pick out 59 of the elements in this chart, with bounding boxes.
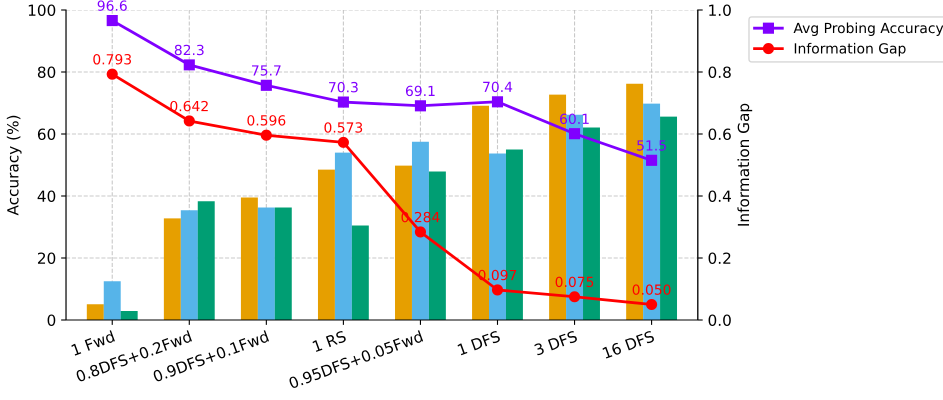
legend-label: Information Gap [794,42,906,56]
bar [120,311,138,320]
y-tick-label: 80 [38,66,56,78]
x-tick-label: 16 DFS [602,330,655,359]
data-label: 70.3 [329,82,358,92]
data-label: 69.1 [406,86,435,96]
point [184,115,195,127]
y2-tick-label: 0.6 [708,128,731,140]
y2-tick-label: 0.2 [708,252,730,264]
bar [274,207,292,320]
y-tick-label: 60 [38,128,56,140]
point [414,100,426,112]
y2-tick-label: 0.0 [708,314,731,326]
point [646,154,658,166]
point [106,14,118,26]
y2-tick-label: 0.4 [708,190,731,202]
data-label: 96.6 [98,0,127,11]
point [646,298,658,310]
bar [334,152,352,320]
point [184,59,195,70]
bar [240,198,258,320]
point [106,68,118,80]
y2-tick-label: 0.8 [708,66,731,78]
y-tick-label: 20 [38,252,56,264]
x-tick-label: 1 DFS [457,330,501,356]
data-label: 0.642 [170,100,208,112]
y-axis-title: Accuracy (%) [6,116,22,216]
point [338,96,349,108]
bar [318,170,335,320]
data-label: 70.4 [483,82,512,92]
x-tick-label: 3 DFS [534,330,578,356]
point [568,128,580,140]
y-tick-label: 0 [48,314,56,326]
point [260,130,272,141]
data-label: 82.3 [174,44,204,56]
bar [86,304,104,320]
data-label: 0.050 [632,284,671,295]
legend-label: Avg Probing Accuracy [794,22,943,36]
data-label: 75.7 [252,65,281,76]
y2-axis-title: Information Gap [737,104,752,226]
point [568,291,580,302]
point [414,226,426,238]
point [492,284,504,296]
data-label: 0.596 [247,115,286,126]
point [260,80,272,91]
bar [104,281,121,320]
data-label: 0.075 [556,276,594,288]
bar [164,218,181,320]
data-label: 0.793 [93,54,132,65]
y-tick-label: 40 [38,190,56,202]
bar [198,201,215,320]
bar [180,210,198,320]
data-label: 0.573 [324,122,362,133]
bar [258,207,275,320]
y-tick-label: 100 [28,4,56,16]
point [338,136,349,148]
point [492,96,504,108]
bar [352,225,369,320]
y2-tick-label: 1.0 [709,4,731,16]
